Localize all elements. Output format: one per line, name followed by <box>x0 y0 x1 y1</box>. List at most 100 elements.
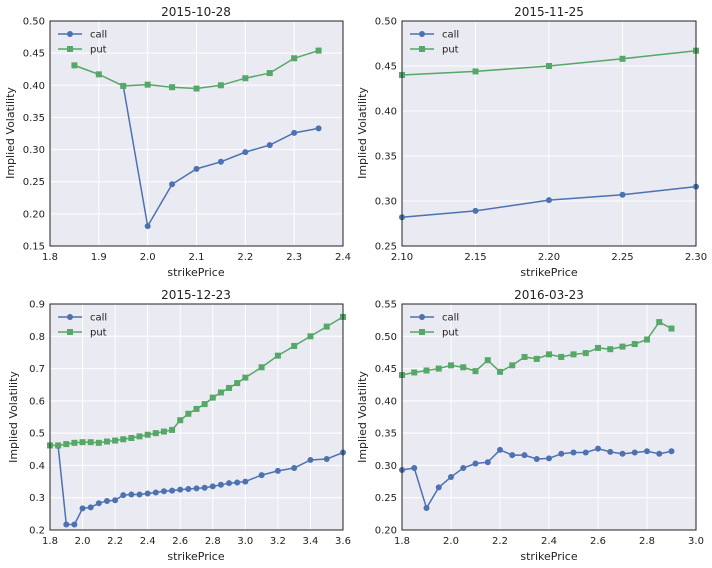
y-tick-label: 0.40 <box>375 107 397 118</box>
data-point <box>631 341 638 348</box>
data-point <box>631 449 638 456</box>
data-point <box>460 465 467 472</box>
y-tick-label: 0.40 <box>23 81 45 92</box>
x-tick-label: 2.0 <box>140 252 156 263</box>
data-point <box>160 488 167 495</box>
y-tick-label: 0.15 <box>23 242 45 253</box>
data-point <box>472 207 479 214</box>
x-tick-label: 2.20 <box>538 252 560 263</box>
data-point <box>595 344 601 351</box>
y-tick-label: 0.20 <box>23 209 45 220</box>
y-tick-label: 0.25 <box>375 242 397 253</box>
data-point <box>619 55 626 62</box>
data-point <box>291 55 298 62</box>
y-tick-label: 0.25 <box>375 493 397 504</box>
data-point <box>558 353 565 360</box>
x-tick-label: 2.25 <box>611 252 633 263</box>
data-point <box>79 505 86 512</box>
data-point <box>546 63 552 69</box>
data-point <box>509 452 516 459</box>
y-tick-label: 0.25 <box>23 177 45 188</box>
plot-frame <box>49 303 344 531</box>
data-point <box>120 436 127 443</box>
data-point <box>644 336 650 343</box>
y-axis-label: Implied Volatility <box>356 87 369 179</box>
data-point <box>144 490 151 497</box>
x-tick-label: 2.3 <box>286 252 302 263</box>
data-point <box>234 479 241 486</box>
data-point <box>217 481 224 488</box>
data-point <box>607 346 614 353</box>
data-point <box>668 325 675 332</box>
data-point <box>266 70 273 77</box>
data-point <box>185 410 192 417</box>
data-point <box>595 445 601 452</box>
x-tick-label: 2.10 <box>391 252 413 263</box>
data-point <box>497 368 503 375</box>
data-point <box>144 223 151 230</box>
data-point <box>291 129 298 136</box>
data-point <box>274 352 281 359</box>
data-point <box>160 428 167 435</box>
data-point <box>87 504 94 511</box>
data-point <box>656 450 663 457</box>
data-point <box>323 323 330 330</box>
y-tick-label: 0.35 <box>375 152 397 163</box>
legend: call put <box>58 30 107 56</box>
data-point <box>217 82 224 89</box>
data-point <box>423 505 430 512</box>
data-point <box>448 474 454 481</box>
legend: call put <box>410 313 459 339</box>
data-point <box>521 452 528 459</box>
data-point <box>103 438 110 445</box>
legend-label: call <box>90 30 107 41</box>
x-tick-label: 1.8 <box>42 252 58 263</box>
series-call <box>399 445 675 512</box>
x-tick-label: 2.8 <box>205 536 221 547</box>
data-point <box>201 484 208 491</box>
legend-label: call <box>90 313 107 324</box>
data-point <box>497 446 503 453</box>
x-tick-label: 3.0 <box>237 536 253 547</box>
data-point <box>315 125 322 132</box>
y-tick-label: 0.7 <box>29 364 45 375</box>
data-point <box>570 449 577 456</box>
data-point <box>169 181 176 188</box>
y-tick-label: 0.50 <box>375 332 397 343</box>
y-tick-label: 0.9 <box>29 300 45 311</box>
data-point <box>55 442 62 449</box>
data-point <box>193 165 200 172</box>
data-point <box>582 350 589 357</box>
legend-marker <box>419 314 425 320</box>
x-tick-label: 2.6 <box>172 536 188 547</box>
y-tick-label: 0.5 <box>29 429 45 440</box>
data-point <box>242 75 249 82</box>
data-point <box>169 84 176 91</box>
y-tick-label: 0.55 <box>375 300 397 311</box>
data-point <box>136 491 143 498</box>
y-tick-label: 0.50 <box>23 17 45 28</box>
x-tick-label: 2.4 <box>335 252 351 263</box>
subplot-1: 1.8 1.9 2.0 2.1 2.2 2.3 2.4 0.15 0.20 0.25 0.30 0.3… <box>4 5 351 279</box>
legend: call put <box>410 30 459 56</box>
data-point <box>177 486 184 493</box>
data-point <box>152 430 159 437</box>
data-point <box>472 368 479 375</box>
data-point <box>668 448 675 455</box>
x-tick-label: 3.6 <box>335 536 351 547</box>
x-tick-label: 1.8 <box>394 536 410 547</box>
plot-frame <box>401 20 697 247</box>
x-axis-label: strikePrice <box>167 266 224 279</box>
legend-marker <box>67 329 73 335</box>
data-point <box>558 450 565 457</box>
x-axis-label: strikePrice <box>520 266 577 279</box>
x-tick-label: 2.2 <box>107 536 123 547</box>
data-point <box>435 484 442 491</box>
x-tick-label: 2.2 <box>492 536 508 547</box>
data-point <box>533 455 540 462</box>
data-point <box>619 191 626 198</box>
x-tick-label: 2.4 <box>140 536 156 547</box>
data-point <box>185 485 192 492</box>
data-point <box>71 439 78 446</box>
subplot-4: 1.8 2.0 2.2 2.4 2.6 2.8 3.0 0.20 0.25 0.30 0.35 0.4… <box>356 288 704 563</box>
